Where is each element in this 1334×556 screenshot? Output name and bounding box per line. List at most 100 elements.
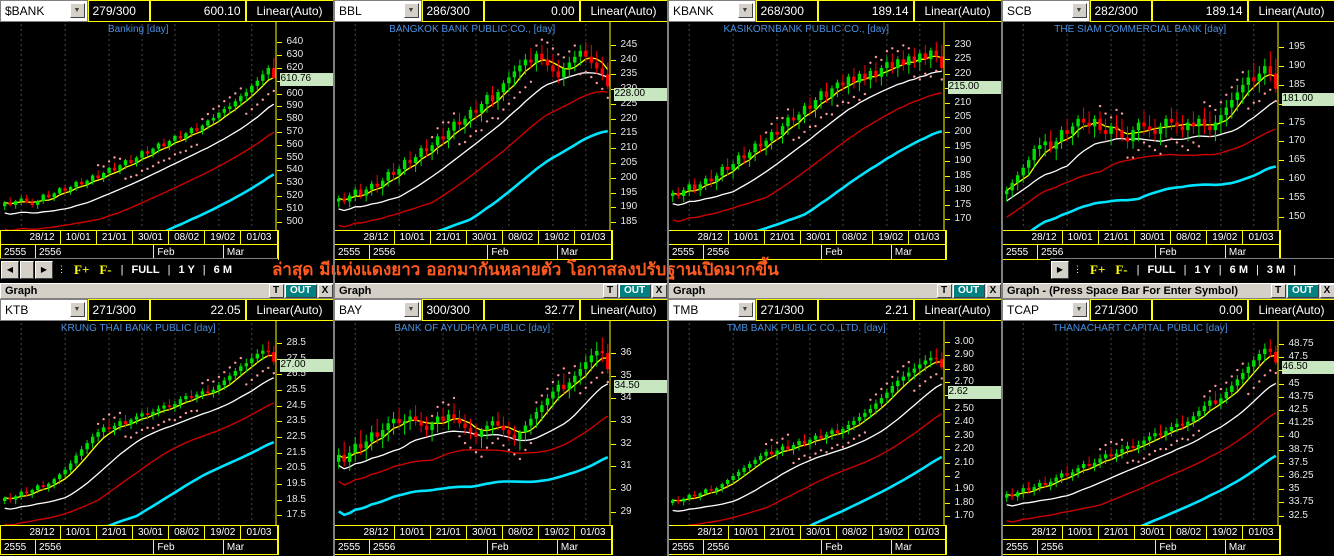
y-axis-tick-label: 2.40 <box>954 416 974 428</box>
close-button[interactable]: X <box>985 284 1001 298</box>
panel-splitter[interactable] <box>667 0 669 556</box>
y-axis-tick-label: 580 <box>286 113 304 125</box>
symbol-input[interactable]: TMB ▼ <box>668 299 756 321</box>
chart-area-tcap[interactable]: THANACHART CAPITAL PUBLIC [day] 48.75 47.5… <box>1002 321 1334 525</box>
chevron-down-icon[interactable]: ▼ <box>737 3 753 18</box>
y-axis-tick-mark <box>610 353 616 355</box>
y-axis-tick-mark <box>944 117 950 119</box>
drag-handle-icon[interactable]: ⋮ <box>57 264 66 274</box>
close-button[interactable]: X <box>317 284 333 298</box>
f-plus-button[interactable]: F+ <box>1090 261 1106 277</box>
chart-area-bank[interactable]: Banking [day] 640 630 620 610 600 590 580 570 560… <box>0 22 334 230</box>
chart-area-bbl[interactable]: BANGKOK BANK PUBLIC CO., [day] 245 240 235 2… <box>334 22 668 230</box>
scale-mode-button[interactable]: Linear(Auto) <box>1247 299 1334 321</box>
scale-mode-button[interactable]: Linear(Auto) <box>245 0 334 22</box>
y-axis-tick-mark <box>276 208 282 210</box>
toggle-t-button[interactable]: T <box>268 284 284 298</box>
chevron-down-icon[interactable]: ▼ <box>737 302 753 317</box>
y-axis-tick-mark <box>1278 449 1284 451</box>
drag-handle-icon[interactable]: ⋮ <box>1073 264 1082 274</box>
toggle-t-button[interactable]: T <box>602 284 618 298</box>
out-button[interactable]: OUT <box>618 284 651 298</box>
six-month-button[interactable]: 6 M <box>213 263 232 276</box>
bar-count-field: 271/300 <box>87 299 150 321</box>
scale-mode-button[interactable]: Linear(Auto) <box>579 299 668 321</box>
scale-mode-button[interactable]: Linear(Auto) <box>579 0 668 22</box>
y-axis-tick-label: 185 <box>620 216 638 228</box>
period-axis-label: 2555 <box>335 245 371 259</box>
f-plus-button[interactable]: F+ <box>74 261 90 277</box>
period-axis-label: Feb <box>822 540 892 554</box>
scale-mode-button[interactable]: Linear(Auto) <box>913 0 1002 22</box>
symbol-input[interactable]: KTB ▼ <box>0 299 88 321</box>
date-axis-label: 01/03 <box>1243 231 1280 244</box>
scroll-right-button[interactable]: ▶ <box>1051 260 1069 279</box>
symbol-input[interactable]: BBL ▼ <box>334 0 422 22</box>
y-axis-tick-label: 195 <box>1288 41 1306 53</box>
chart-area-bay[interactable]: BANK OF AYUDHYA PUBLIC [day] 36 35 34 33 32 31… <box>334 321 668 525</box>
y-axis-tick-mark <box>944 382 950 383</box>
y-axis-tick-mark <box>944 516 950 518</box>
y-axis-tick-label: 240 <box>620 53 638 65</box>
one-year-button[interactable]: 1 Y <box>178 263 195 276</box>
chevron-down-icon[interactable]: ▼ <box>69 3 85 18</box>
y-axis-tick-mark <box>610 103 616 105</box>
full-range-button[interactable]: FULL <box>131 263 160 276</box>
toggle-t-button[interactable]: T <box>1270 284 1286 298</box>
out-button[interactable]: OUT <box>1286 284 1319 298</box>
y-axis-tick-label: 210 <box>954 96 972 108</box>
scale-mode-button[interactable]: Linear(Auto) <box>245 299 334 321</box>
date-axis-label: 10/01 <box>61 526 97 539</box>
date-axis-label: 21/01 <box>1099 526 1135 539</box>
f-minus-button[interactable]: F- <box>1115 261 1128 277</box>
scroll-left-button[interactable]: ◀ <box>1 260 19 279</box>
date-axis-label: 28/12 <box>358 231 395 244</box>
one-year-button[interactable]: 1 Y <box>1194 263 1211 276</box>
panel-splitter[interactable] <box>333 0 335 556</box>
window-title: Graph <box>1007 285 1040 297</box>
window-titlebar: Graph T OUT X <box>0 283 334 299</box>
chevron-down-icon[interactable]: ▼ <box>403 3 419 18</box>
panel-splitter[interactable] <box>1001 0 1003 556</box>
date-axis-label: 01/03 <box>909 231 946 244</box>
close-button[interactable]: X <box>1319 284 1334 298</box>
candlestick-plot <box>3 321 277 525</box>
three-month-button[interactable]: 3 M <box>1266 263 1286 276</box>
out-button[interactable]: OUT <box>952 284 985 298</box>
six-month-button[interactable]: 6 M <box>1229 263 1248 276</box>
scale-mode-button[interactable]: Linear(Auto) <box>1247 0 1334 22</box>
chevron-down-icon[interactable]: ▼ <box>1071 302 1087 317</box>
y-axis-tick-label: 185 <box>954 169 972 181</box>
out-button[interactable]: OUT <box>284 284 317 298</box>
y-axis-tick-label: 2.70 <box>954 376 974 387</box>
symbol-input[interactable]: SCB ▼ <box>1002 0 1090 22</box>
period-axis-label: 2556 <box>36 540 155 554</box>
price-marker-label: 46.50 <box>1281 360 1334 374</box>
date-axis-label: 28/12 <box>24 526 61 539</box>
chevron-down-icon[interactable]: ▼ <box>403 302 419 317</box>
close-button[interactable]: X <box>651 284 667 298</box>
symbol-input[interactable]: KBANK ▼ <box>668 0 756 22</box>
toggle-t-button[interactable]: T <box>936 284 952 298</box>
chart-area-tmb[interactable]: TMB BANK PUBLIC CO.,LTD. [day] 3.00 2.90 2.… <box>668 321 1002 525</box>
toolbar-separator: | <box>202 263 206 276</box>
window-title-hint: - (Press Space Bar For Enter Symbol) <box>1042 285 1239 297</box>
chart-area-ktb[interactable]: KRUNG THAI BANK PUBLIC [day] 28.5 27.5 26.5… <box>0 321 334 525</box>
f-minus-button[interactable]: F- <box>99 261 112 277</box>
symbol-input[interactable]: TCAP ▼ <box>1002 299 1090 321</box>
chevron-down-icon[interactable]: ▼ <box>1071 3 1087 18</box>
full-range-button[interactable]: FULL <box>1147 263 1176 276</box>
y-axis-tick-label: 27.5 <box>286 352 306 364</box>
y-axis-tick-label: 215 <box>620 127 638 139</box>
symbol-input[interactable]: BAY ▼ <box>334 299 422 321</box>
chevron-down-icon[interactable]: ▼ <box>69 302 85 317</box>
symbol-input[interactable]: $BANK ▼ <box>0 0 88 22</box>
scroll-thumb[interactable] <box>20 260 34 279</box>
chart-area-scb[interactable]: THE SIAM COMMERCIAL BANK [day] 195 190 185 1… <box>1002 22 1334 230</box>
symbol-bar: BBL ▼ 286/300 0.00 Linear(Auto) <box>334 0 668 22</box>
chart-area-kbank[interactable]: KASIKORNBANK PUBLIC CO., [day] 230 225 220 2… <box>668 22 1002 230</box>
scale-mode-button[interactable]: Linear(Auto) <box>913 299 1002 321</box>
y-axis-tick-label: 600 <box>286 87 304 99</box>
scroll-right-button[interactable]: ▶ <box>35 260 53 279</box>
y-axis-tick-label: 185 <box>1288 78 1306 90</box>
